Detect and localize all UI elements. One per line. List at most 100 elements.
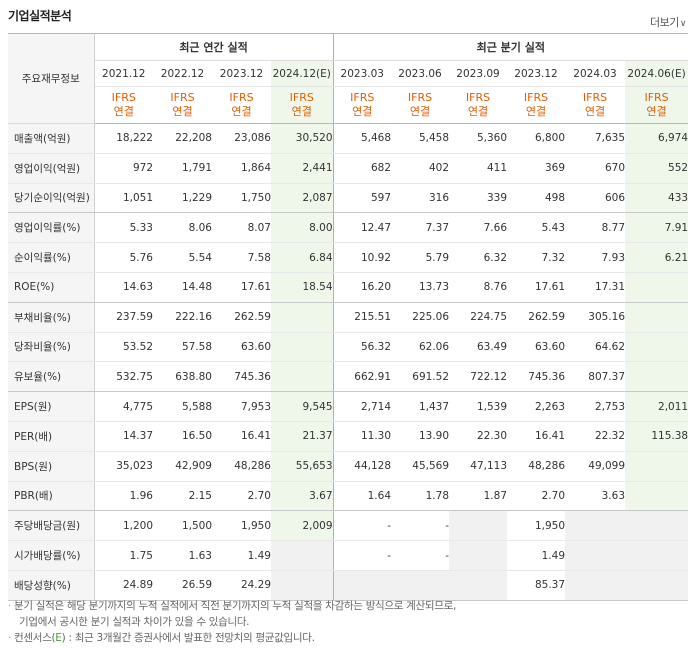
value-cell: - <box>391 510 450 542</box>
value-cell: 7.32 <box>507 242 566 273</box>
value-cell: 1,539 <box>449 391 508 422</box>
value-cell: 6,800 <box>507 123 566 154</box>
value-cell: 62.06 <box>391 332 450 363</box>
value-cell <box>625 570 689 601</box>
consolidated-label: 연결 <box>113 105 134 118</box>
table-row: EPS(원) 4,775 5,588 7,953 9,545 2,714 1,437 1,53… <box>8 391 689 422</box>
value-cell: 262.59 <box>507 302 566 333</box>
table-row: 부채비율(%) 237.59 222.16 262.59 215.51 225.06 224… <box>8 302 689 333</box>
value-cell: 1,791 <box>153 153 212 184</box>
value-cell: 16.20 <box>333 272 392 303</box>
table-row: 매출액(억원) 18,222 22,208 23,086 30,520 5,468 5,45… <box>8 123 689 154</box>
value-cell: 402 <box>391 153 450 184</box>
ifrs-label: IFRS <box>350 91 375 104</box>
table-row: PBR(배) 1.96 2.15 2.70 3.67 1.64 1.78 1.87 2.70 3.… <box>8 481 689 512</box>
value-cell: 57.58 <box>153 332 212 363</box>
more-label: 더보기 <box>650 16 679 29</box>
value-cell: 22,208 <box>153 123 212 154</box>
value-cell: 691.52 <box>391 361 450 393</box>
note-2: · 컨센서스(E) : 최근 3개월간 증권사에서 발표한 전망치의 평균값입니다… <box>8 632 315 644</box>
value-cell: 24.29 <box>212 570 271 601</box>
value-cell: 5,360 <box>449 123 508 154</box>
value-cell: 115.38 <box>625 421 689 452</box>
ifrs-label: IFRS <box>644 91 669 104</box>
value-cell: 63.60 <box>507 332 566 363</box>
row-label: 유보율(%) <box>8 361 95 393</box>
value-cell: 3.67 <box>271 481 334 512</box>
value-cell: 2,087 <box>271 183 334 214</box>
value-cell: 3.63 <box>565 481 626 512</box>
value-cell: 1.87 <box>449 481 508 512</box>
value-cell: 682 <box>333 153 392 184</box>
value-cell: 237.59 <box>94 302 153 333</box>
value-cell: 1,437 <box>391 391 450 422</box>
value-cell: 225.06 <box>391 302 450 333</box>
row-label: 매출액(억원) <box>8 123 95 154</box>
more-link[interactable]: 더보기∨ <box>650 14 686 30</box>
value-cell: 5.54 <box>153 242 212 273</box>
consolidated-label: 연결 <box>409 105 431 118</box>
ifrs-label: IFRS <box>465 91 491 104</box>
ifrs-label: IFRS <box>170 91 195 104</box>
value-cell: 532.75 <box>94 361 153 393</box>
value-cell: 1.75 <box>94 540 153 571</box>
value-cell: 13.90 <box>391 421 450 452</box>
table-row: 시가배당률(%) 1.75 1.63 1.49- -1.49 <box>8 540 689 571</box>
value-cell: 745.36 <box>507 361 566 393</box>
row-label: 영업이익(억원) <box>8 153 95 184</box>
table-row: 유보율(%) 532.75 638.80 745.36 662.91 691.52 722.… <box>8 361 689 393</box>
value-cell: 222.16 <box>153 302 212 333</box>
row-label: BPS(원) <box>8 451 95 482</box>
value-cell: 8.06 <box>153 212 212 244</box>
value-cell: 47,113 <box>449 451 508 482</box>
value-cell <box>625 272 689 303</box>
value-cell: 63.60 <box>212 332 271 363</box>
value-cell <box>391 570 450 601</box>
value-cell: 45,569 <box>391 451 450 482</box>
value-cell: 17.61 <box>507 272 566 303</box>
ifrs-consolidated-label: IFRS 연결 <box>625 86 689 124</box>
value-cell: 638.80 <box>153 361 212 393</box>
value-cell: 2.15 <box>153 481 212 512</box>
value-cell: 215.51 <box>333 302 392 333</box>
value-cell: 64.62 <box>565 332 626 363</box>
value-cell: 807.37 <box>565 361 626 393</box>
value-cell: 30,520 <box>271 123 334 154</box>
value-cell: - <box>333 540 392 571</box>
value-cell: 14.63 <box>94 272 153 303</box>
value-cell: 12.47 <box>333 212 392 244</box>
row-label: 당좌비율(%) <box>8 332 95 363</box>
value-cell: 48,286 <box>212 451 271 482</box>
value-cell: 1,950 <box>212 510 271 542</box>
row-header: 주요재무정보 <box>8 33 95 124</box>
footnotes: · 분기 실적은 해당 분기까지의 누적 실적에서 직전 분기까지의 누적 실적을… <box>8 598 456 646</box>
table-row: BPS(원) 35,023 42,909 48,286 55,653 44,128 45,5… <box>8 451 689 482</box>
value-cell: 10.92 <box>333 242 392 273</box>
table-row: 영업이익률(%) 5.33 8.06 8.07 8.00 12.47 7.37 7.66 5.4… <box>8 212 689 244</box>
value-cell: 1,750 <box>212 183 271 214</box>
value-cell: 18,222 <box>94 123 153 154</box>
value-cell: 6.84 <box>271 242 334 273</box>
value-cell: 1,500 <box>153 510 212 542</box>
consolidated-label: 연결 <box>646 105 667 118</box>
row-label: 주당배당금(원) <box>8 510 95 542</box>
value-cell: 55,653 <box>271 451 334 482</box>
row-label: 시가배당률(%) <box>8 540 95 571</box>
value-cell <box>271 332 334 363</box>
row-label: ROE(%) <box>8 272 95 303</box>
value-cell: 1.63 <box>153 540 212 571</box>
value-cell: 2,441 <box>271 153 334 184</box>
value-cell: 16.41 <box>212 421 271 452</box>
value-cell: 5,468 <box>333 123 392 154</box>
value-cell: 5.43 <box>507 212 566 244</box>
period-header: 2024.12(E) <box>271 60 334 87</box>
value-cell: 411 <box>449 153 508 184</box>
value-cell: 17.31 <box>565 272 626 303</box>
period-header: 2023.12 <box>212 60 271 87</box>
value-cell: 1,864 <box>212 153 271 184</box>
value-cell: 16.41 <box>507 421 566 452</box>
value-cell: 23,086 <box>212 123 271 154</box>
value-cell: 745.36 <box>212 361 271 393</box>
value-cell <box>625 451 689 482</box>
value-cell: 8.77 <box>565 212 626 244</box>
